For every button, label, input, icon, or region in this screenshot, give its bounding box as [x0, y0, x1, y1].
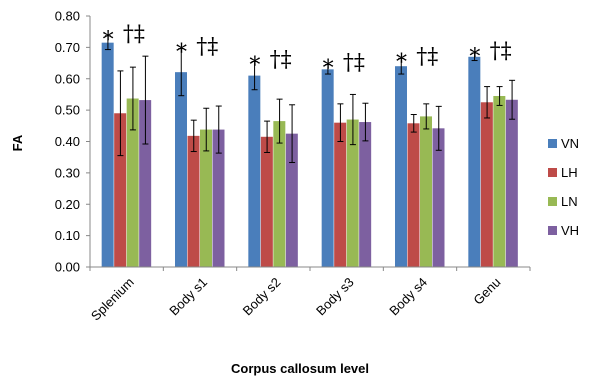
bar-vh: [285, 133, 298, 267]
bar-lh: [114, 113, 127, 267]
y-tick-label: 0.50: [55, 103, 80, 118]
x-tick-label: Body s2: [240, 275, 284, 319]
significance-markers: * †‡ * †‡ * †‡ * †‡ * †‡ * †‡: [103, 22, 512, 82]
significance-asterisk: *: [469, 45, 480, 70]
bar-lh: [407, 123, 420, 268]
significance-dagger: †‡: [196, 35, 218, 60]
legend-label-vh: VH: [561, 223, 579, 238]
legend-swatch-vn: [548, 139, 557, 148]
axes: [89, 16, 531, 271]
significance-dagger: †‡: [343, 51, 365, 76]
x-tick-label: Body s1: [166, 275, 210, 319]
y-axis-title: FA: [10, 134, 25, 151]
bar-vh: [505, 99, 518, 268]
bar-ln: [493, 96, 506, 267]
significance-asterisk: *: [176, 41, 187, 66]
bar-vh: [432, 128, 445, 267]
bar-vh: [139, 100, 152, 268]
significance-dagger: †‡: [490, 39, 512, 64]
bar-vn: [468, 56, 481, 267]
y-tick-label: 0.00: [55, 260, 80, 275]
x-axis-ticks: Splenium Body s1 Body s2 Body s3 Body s4 Genu: [88, 275, 504, 324]
bar-vn: [321, 69, 334, 268]
error-bars: [104, 35, 516, 164]
legend: VN LH LN VH: [548, 136, 579, 238]
y-tick-label: 0.30: [55, 165, 80, 180]
bar-lh: [187, 135, 200, 267]
significance-dagger: †‡: [416, 44, 438, 69]
bar-ln: [420, 116, 432, 268]
legend-label-lh: LH: [561, 165, 578, 180]
x-tick-label: Splenium: [88, 275, 137, 324]
bar-ln: [346, 119, 359, 267]
significance-asterisk: *: [103, 28, 114, 53]
x-axis-title: Corpus callosum level: [231, 361, 369, 376]
bar-vh: [359, 122, 372, 267]
y-tick-label: 0.70: [55, 40, 80, 55]
x-tick-label: Body s3: [313, 275, 357, 319]
significance-asterisk: *: [396, 50, 407, 75]
legend-swatch-lh: [548, 168, 557, 177]
bar-ln: [200, 129, 212, 267]
bar-lh: [480, 102, 493, 267]
bar-lh: [334, 122, 347, 267]
significance-dagger: †‡: [123, 22, 145, 47]
y-tick-label: 0.10: [55, 228, 80, 243]
significance-asterisk: *: [323, 57, 334, 82]
bar-ln: [126, 98, 139, 267]
significance-dagger: †‡: [270, 47, 292, 72]
bar-lh: [260, 136, 273, 267]
legend-swatch-vh: [548, 226, 557, 235]
bar-vh: [212, 129, 225, 267]
y-tick-label: 0.20: [55, 197, 80, 212]
bar-ln: [273, 121, 286, 267]
y-tick-label: 0.80: [55, 9, 80, 24]
bar-series: [101, 42, 518, 268]
y-tick-label: 0.60: [55, 71, 80, 86]
y-tick-label: 0.40: [55, 134, 80, 149]
y-axis-ticks: 0.00 0.10 0.20 0.30 0.40 0.50 0.60 0.70 0.80: [55, 9, 90, 275]
legend-label-ln: LN: [561, 194, 578, 209]
x-tick-label: Body s4: [386, 275, 430, 319]
legend-swatch-ln: [548, 197, 557, 206]
bar-vn: [248, 75, 261, 267]
legend-label-vn: VN: [561, 136, 579, 151]
bar-vn: [175, 72, 187, 267]
significance-asterisk: *: [249, 53, 260, 78]
x-tick-label: Genu: [470, 275, 503, 308]
bar-vn: [395, 66, 407, 267]
bar-vn: [101, 42, 114, 268]
